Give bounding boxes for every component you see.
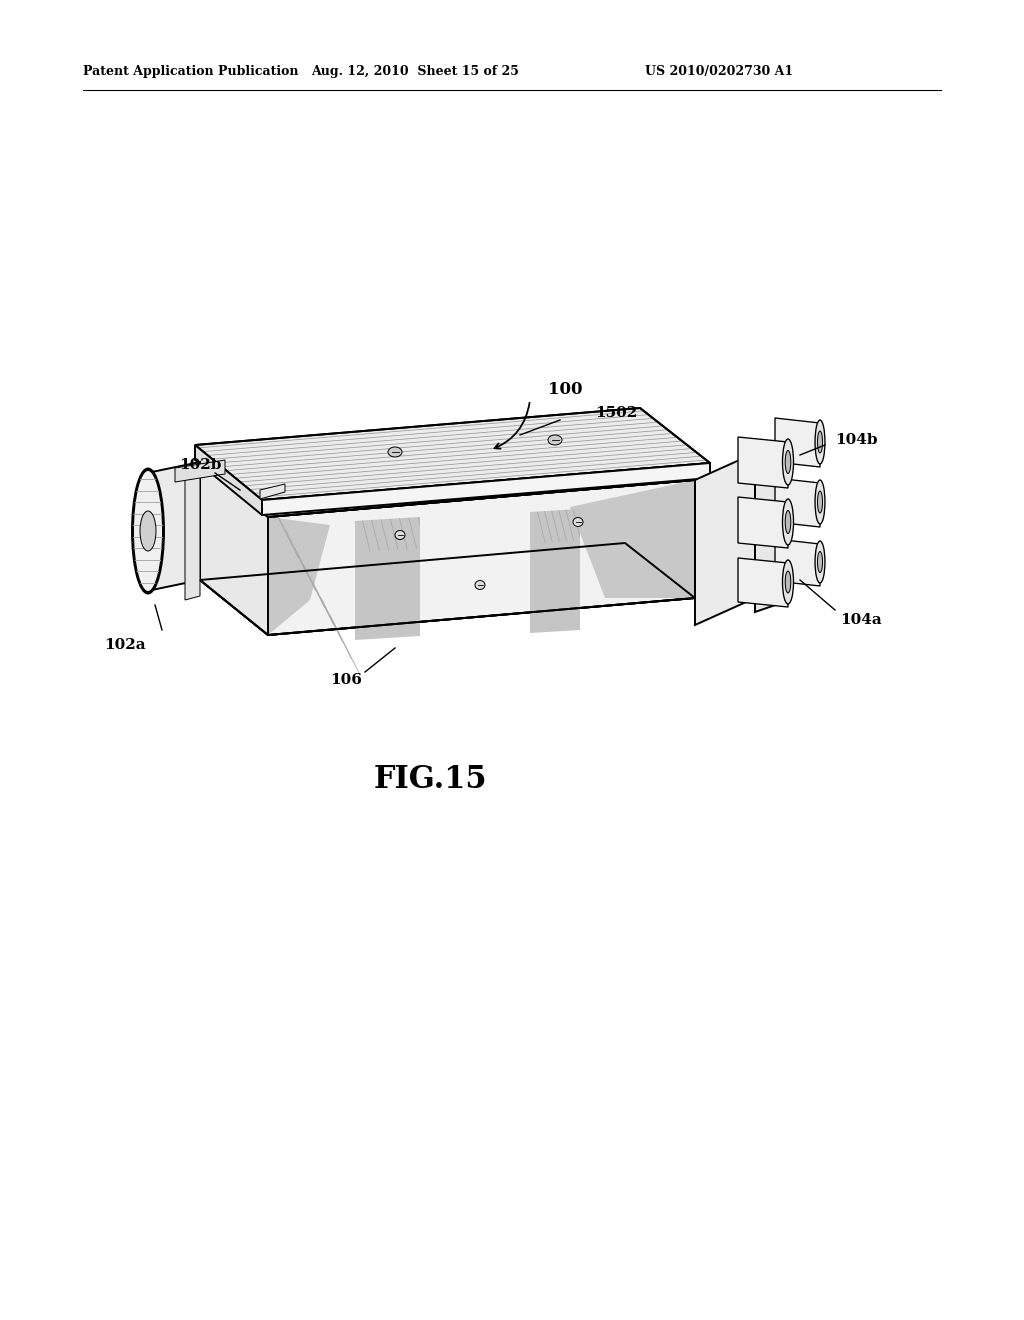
Polygon shape (268, 517, 330, 635)
Polygon shape (260, 484, 285, 499)
Polygon shape (200, 543, 695, 635)
Ellipse shape (782, 560, 794, 605)
Ellipse shape (395, 531, 406, 540)
Polygon shape (530, 510, 580, 634)
Ellipse shape (815, 480, 825, 524)
Polygon shape (738, 437, 788, 488)
Text: Patent Application Publication: Patent Application Publication (83, 66, 299, 78)
Ellipse shape (782, 499, 794, 545)
Ellipse shape (475, 581, 485, 590)
Polygon shape (695, 453, 755, 624)
Ellipse shape (815, 541, 825, 583)
Ellipse shape (782, 440, 794, 484)
Text: FIG.15: FIG.15 (374, 764, 486, 796)
Polygon shape (175, 459, 225, 482)
Text: US 2010/0202730 A1: US 2010/0202730 A1 (645, 66, 794, 78)
Polygon shape (185, 473, 200, 601)
Polygon shape (738, 558, 788, 607)
Polygon shape (570, 480, 695, 598)
Polygon shape (775, 418, 820, 467)
Polygon shape (200, 462, 268, 635)
Ellipse shape (388, 447, 402, 457)
Polygon shape (755, 444, 790, 510)
Ellipse shape (815, 420, 825, 465)
Ellipse shape (817, 552, 822, 573)
Ellipse shape (573, 517, 583, 527)
Ellipse shape (817, 432, 822, 453)
Polygon shape (195, 408, 710, 500)
Polygon shape (195, 445, 262, 515)
Polygon shape (355, 517, 420, 640)
Polygon shape (755, 525, 790, 612)
Ellipse shape (133, 470, 163, 591)
Polygon shape (268, 480, 695, 635)
Polygon shape (200, 462, 268, 635)
Polygon shape (147, 462, 200, 591)
Text: 102b: 102b (179, 458, 221, 473)
Ellipse shape (785, 572, 791, 593)
Text: 106: 106 (330, 673, 361, 686)
Text: 104a: 104a (840, 612, 882, 627)
Text: 104b: 104b (835, 433, 878, 447)
Ellipse shape (548, 436, 562, 445)
Text: 100: 100 (548, 381, 583, 399)
Text: Aug. 12, 2010  Sheet 15 of 25: Aug. 12, 2010 Sheet 15 of 25 (311, 66, 519, 78)
Ellipse shape (817, 491, 822, 513)
Polygon shape (625, 425, 695, 598)
Ellipse shape (785, 450, 791, 474)
Polygon shape (262, 463, 710, 515)
Text: 102a: 102a (104, 638, 145, 652)
Ellipse shape (785, 511, 791, 533)
Polygon shape (775, 478, 820, 527)
Polygon shape (738, 498, 788, 548)
Text: 1502: 1502 (595, 407, 637, 420)
Ellipse shape (140, 511, 156, 550)
Polygon shape (200, 425, 695, 517)
Polygon shape (775, 539, 820, 586)
